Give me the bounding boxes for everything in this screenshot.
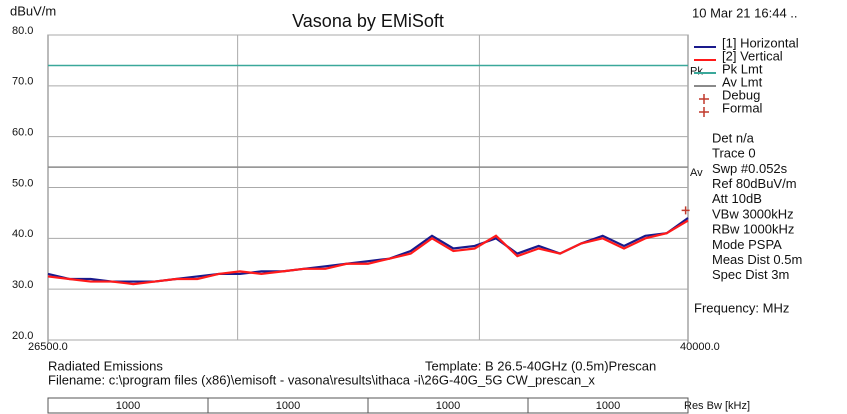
setting: Mode PSPA — [712, 237, 782, 252]
legend-label: [1] Horizontal — [722, 35, 799, 50]
chart-title: Vasona by EMiSoft — [292, 11, 444, 31]
legend-label: Debug — [722, 87, 760, 102]
setting: VBw 3000kHz — [712, 206, 794, 221]
setting: Meas Dist 0.5m — [712, 252, 802, 267]
trace — [47, 219, 689, 286]
x-tick-label: 40000.0 — [680, 341, 720, 353]
table-cell — [527, 397, 689, 414]
setting: Spec Dist 3m — [712, 267, 789, 282]
setting: Det n/a — [712, 130, 755, 145]
y-axis-label: dBuV/m — [10, 3, 56, 18]
setting: Trace 0 — [712, 146, 756, 161]
y-tick-label: 60.0 — [12, 127, 33, 139]
table-value: 1000 — [276, 400, 300, 412]
legend-swatch — [699, 107, 709, 117]
res-bw-label: Res Bw [kHz] — [684, 400, 750, 412]
y-tick-label: 20.0 — [12, 330, 33, 342]
x-axis-label: Frequency: MHz — [694, 300, 789, 315]
table-value: 1000 — [596, 400, 620, 412]
y-tick-label: 50.0 — [12, 177, 33, 189]
legend-swatch — [699, 94, 709, 104]
legend-label: Pk Lmt — [722, 61, 763, 76]
legend-label: Formal — [722, 100, 763, 115]
y-tick-label: 80.0 — [12, 25, 33, 37]
template: Template: B 26.5-40GHz (0.5m)Prescan — [425, 358, 656, 373]
y-tick-label: 30.0 — [12, 279, 33, 291]
debug-marker — [681, 206, 690, 215]
y-tick-label: 70.0 — [12, 76, 33, 88]
setting: Att 10dB — [712, 191, 762, 206]
y-tick-label: 40.0 — [12, 228, 33, 240]
setting: Ref 80dBuV/m — [712, 176, 797, 191]
limit-label: Pk — [690, 65, 703, 77]
table-value: 1000 — [116, 400, 140, 412]
test-name: Radiated Emissions — [48, 358, 163, 373]
trace — [47, 217, 689, 283]
setting: Swp #0.052s — [712, 161, 788, 176]
limit-label: Av — [690, 167, 703, 179]
setting: RBw 1000kHz — [712, 222, 794, 237]
legend-label: [2] Vertical — [722, 48, 783, 63]
filename: Filename: c:\program files (x86)\emisoft… — [48, 372, 595, 387]
legend-label: Av Lmt — [722, 74, 763, 89]
table-value: 1000 — [436, 400, 460, 412]
timestamp: 10 Mar 21 16:44 .. — [692, 5, 798, 20]
x-tick-label: 26500.0 — [28, 341, 68, 353]
